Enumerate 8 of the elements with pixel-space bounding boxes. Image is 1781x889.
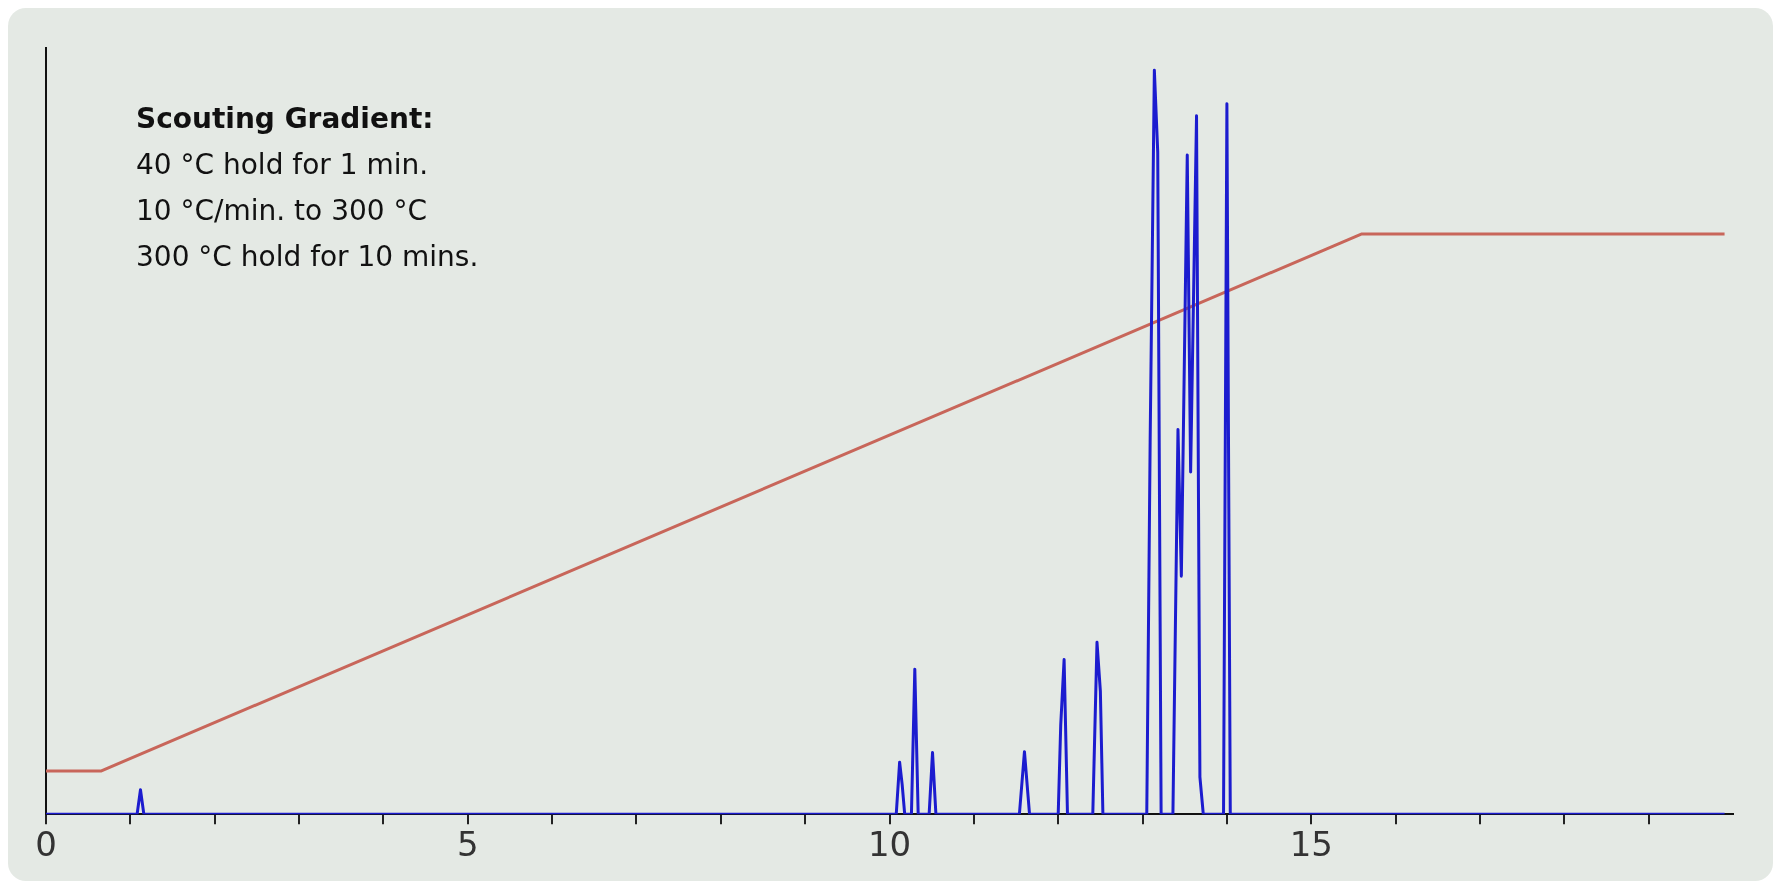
annotation: 10 °C/min. to 300 °C [136, 194, 428, 227]
x-tick-label: 5 [456, 824, 479, 865]
x-tick-label: 0 [35, 824, 57, 865]
annotation: 300 °C hold for 10 mins. [136, 240, 479, 273]
annotation: 40 °C hold for 1 min. [136, 148, 429, 181]
x-tick-label: 15 [1289, 824, 1333, 865]
x-tick-label: 10 [867, 824, 912, 865]
annotation: Scouting Gradient: [136, 102, 434, 135]
